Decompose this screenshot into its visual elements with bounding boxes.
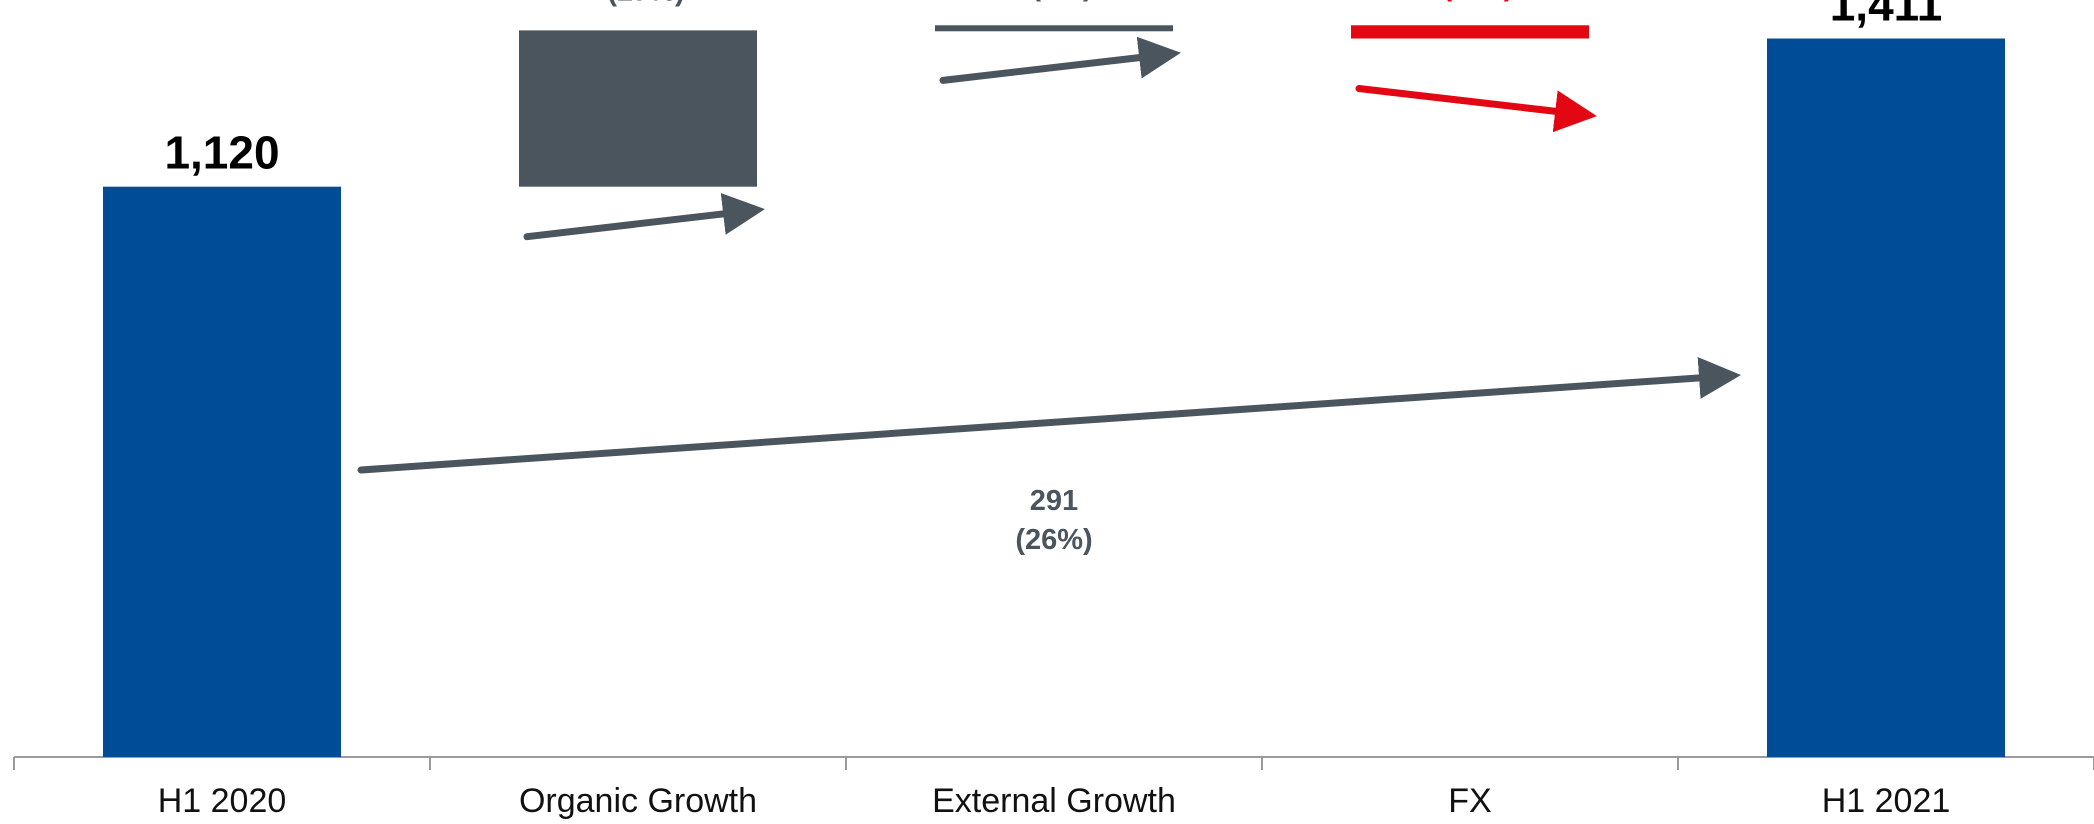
delta-trend-arrow	[939, 36, 1181, 84]
category-label: External Growth	[932, 782, 1176, 820]
overall-change-value-label: 291	[1030, 485, 1078, 517]
category-label: H1 2020	[158, 782, 287, 820]
category-label: H1 2021	[1822, 782, 1951, 820]
overall-change-percent-label: (26%)	[1015, 524, 1092, 556]
category-label: FX	[1448, 782, 1491, 820]
bar-total	[1767, 38, 2005, 757]
delta-percent-label: (1%)	[1031, 0, 1092, 2]
delta-trend-arrow	[1355, 85, 1597, 133]
total-value-label: 1,120	[164, 127, 279, 179]
delta-percent-label: (27%)	[607, 0, 684, 7]
bar-delta	[519, 30, 757, 187]
bar-delta	[1351, 25, 1589, 39]
bar-delta	[935, 25, 1173, 32]
bar-total	[103, 186, 341, 758]
delta-percent-label: (-2%)	[1443, 0, 1514, 2]
overall-change-arrow	[357, 356, 1741, 474]
category-label: Organic Growth	[519, 782, 757, 820]
delta-trend-arrow	[523, 193, 765, 241]
total-value-label: 1,411	[1830, 0, 1943, 31]
